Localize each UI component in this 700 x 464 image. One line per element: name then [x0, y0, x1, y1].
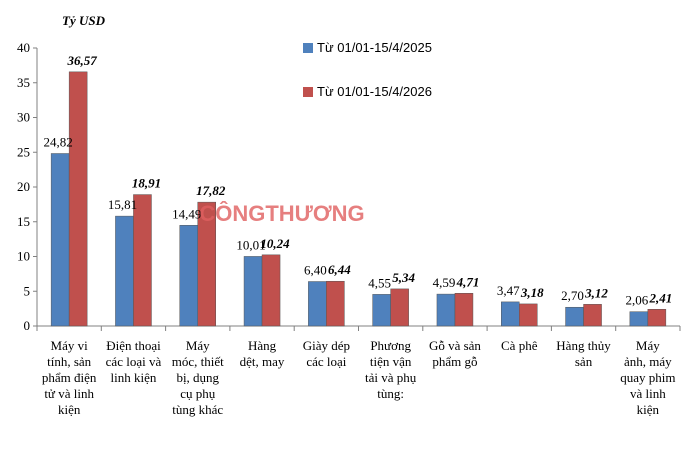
category-label: Hàng thủy sản: [556, 338, 611, 369]
data-label-series-1: 2,70: [561, 288, 584, 303]
y-tick-label: 40: [17, 40, 30, 55]
category-label: Cà phê: [501, 338, 538, 353]
category-label: Máy móc, thiết bị, dụng cụ phụ tùng khác: [172, 338, 224, 417]
data-label-series-2: 6,44: [328, 262, 351, 277]
bars-group: [50, 71, 667, 327]
data-label-series-2: 3,12: [584, 285, 608, 300]
watermark-logo: CÔNGTHƯƠNG: [199, 201, 364, 226]
category-label: Giày dép các loại: [303, 338, 350, 369]
bar-series-1: [115, 215, 134, 327]
y-tick-label: 0: [24, 318, 31, 333]
category-label: Gỗ và sản phẩm gỗ: [429, 338, 481, 369]
y-axis: 0 5 10 15 20 25 30 35 40: [17, 40, 38, 333]
y-tick-label: 20: [17, 179, 30, 194]
x-axis: [36, 325, 681, 331]
data-label-series-1: 15,81: [108, 197, 137, 212]
category-label: Hàng dệt, may: [240, 338, 285, 369]
legend-swatch-1: [303, 43, 313, 53]
bar-series-2: [583, 304, 602, 327]
bar-series-2: [390, 288, 409, 327]
bar-series-1: [629, 311, 649, 327]
bar-series-2: [261, 254, 281, 327]
y-axis-label: Tỷ USD: [62, 13, 106, 28]
legend-label-1: Từ 01/01-15/4/2025: [317, 40, 432, 55]
y-tick-label: 35: [17, 75, 30, 90]
y-tick-label: 15: [17, 214, 30, 229]
data-label-series-1: 14,49: [172, 206, 201, 221]
y-tick-label: 5: [24, 283, 31, 298]
data-label-series-1: 10,01: [236, 237, 265, 252]
data-label-series-1: 2,06: [625, 293, 648, 308]
bar-series-2: [68, 71, 88, 327]
bar-series-1: [50, 153, 70, 327]
category-label: Điện thoại các loại và linh kiện: [106, 338, 162, 385]
bar-series-2: [133, 194, 152, 327]
bar-series-1: [179, 225, 198, 327]
bar-series-2: [454, 293, 474, 327]
bar-series-1: [436, 293, 456, 327]
y-tick-label: 25: [17, 144, 30, 159]
data-labels-group: 24,82 15,81 14,49 10,01 6,40 4,55 4,59 3,47 2,70…: [44, 53, 673, 308]
data-label-series-2: 4,71: [456, 274, 480, 289]
category-label: Máy ảnh, máy quay phim và linh kiện: [620, 338, 675, 417]
data-label-series-2: 18,91: [132, 176, 161, 191]
legend-swatch-2: [303, 87, 313, 97]
bar-series-2: [647, 309, 667, 327]
bar-series-1: [308, 281, 327, 327]
bar-series-1: [565, 306, 584, 327]
data-label-series-2: 36,57: [67, 53, 98, 68]
data-label-series-2: 10,24: [260, 236, 290, 251]
data-label-series-1: 4,55: [368, 275, 391, 290]
data-label-series-1: 24,82: [44, 135, 73, 150]
data-label-series-2: 5,34: [392, 270, 415, 285]
data-label-series-2: 2,41: [648, 290, 672, 305]
legend: Từ 01/01-15/4/2025 Từ 01/01-15/4/2026: [303, 40, 432, 99]
data-label-series-2: 3,18: [520, 285, 544, 300]
bar-series-1: [501, 301, 520, 327]
legend-label-2: Từ 01/01-15/4/2026: [317, 84, 432, 99]
bar-series-2: [519, 303, 538, 327]
category-labels-group: Máy vi tính, sản phẩm điện tử và linh kiệnĐi…: [42, 338, 676, 417]
watermark: CÔNGTHƯƠNG: [199, 201, 364, 226]
bar-series-1: [243, 256, 263, 327]
y-tick-label: 10: [17, 249, 30, 264]
category-label: Phương tiện vận tải và phụ tùng:: [365, 338, 417, 401]
bar-series-2: [197, 201, 216, 327]
data-label-series-1: 3,47: [497, 283, 520, 298]
bar-series-2: [326, 280, 345, 327]
y-tick-label: 30: [17, 110, 30, 125]
data-label-series-1: 6,40: [304, 263, 327, 278]
data-label-series-2: 17,82: [196, 183, 226, 198]
data-label-series-1: 4,59: [433, 275, 456, 290]
category-label: Máy vi tính, sản phẩm điện tử và linh kiện: [42, 338, 97, 417]
bar-series-1: [372, 294, 391, 327]
